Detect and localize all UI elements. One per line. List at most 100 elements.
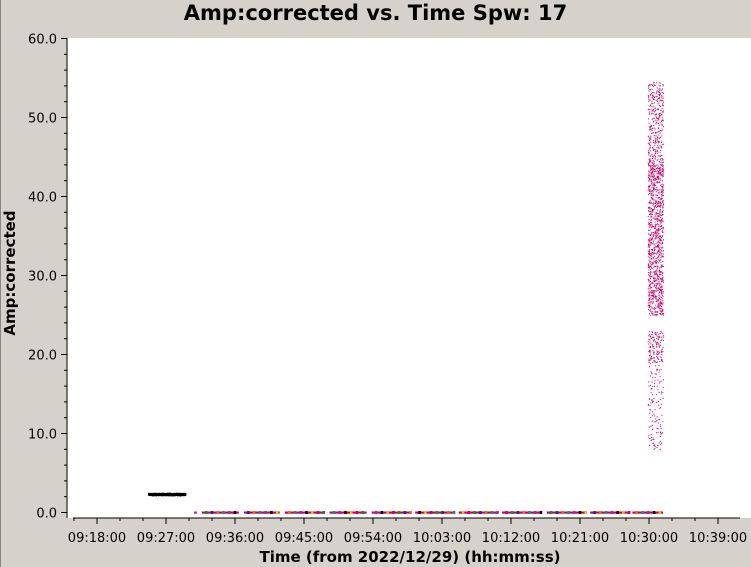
data-point — [660, 308, 662, 310]
data-point — [659, 181, 661, 183]
data-point — [659, 209, 661, 211]
data-point — [654, 273, 656, 275]
data-point — [649, 306, 651, 308]
data-point — [649, 291, 651, 293]
data-point — [659, 206, 661, 208]
data-point — [650, 392, 652, 394]
data-point — [658, 305, 660, 307]
data-point — [650, 254, 652, 256]
data-point — [661, 119, 663, 121]
data-point — [653, 164, 655, 166]
data-point — [653, 247, 655, 249]
data-point — [649, 213, 651, 215]
data-point — [653, 175, 655, 177]
data-point — [660, 223, 662, 225]
data-point — [648, 238, 650, 240]
data-point — [567, 511, 570, 514]
data-point — [657, 165, 659, 167]
data-point — [658, 230, 660, 232]
data-point — [649, 237, 651, 239]
data-point — [657, 304, 659, 306]
data-point — [655, 298, 657, 300]
data-point — [651, 267, 653, 269]
data-point — [652, 210, 654, 212]
data-point — [649, 83, 651, 85]
data-point — [661, 360, 663, 362]
data-point — [650, 301, 652, 303]
x-axis-label: Time (from 2022/12/29) (hh:mm:ss) — [259, 548, 561, 566]
data-point — [650, 160, 652, 162]
data-point — [649, 94, 651, 96]
data-point — [490, 511, 494, 514]
data-point — [660, 257, 662, 259]
data-point — [651, 264, 653, 266]
data-point — [660, 215, 662, 217]
data-point — [656, 314, 658, 316]
data-point — [657, 311, 659, 313]
data-point — [658, 365, 660, 367]
data-point — [647, 246, 649, 248]
data-point — [658, 170, 660, 172]
data-point — [659, 105, 661, 107]
data-point — [305, 511, 308, 514]
data-point — [660, 301, 662, 303]
data-point — [657, 91, 659, 93]
data-point — [654, 332, 656, 334]
data-point — [659, 295, 661, 297]
data-point — [659, 174, 661, 176]
data-point — [657, 357, 659, 359]
data-point — [656, 246, 658, 248]
data-point — [654, 189, 656, 191]
data-point — [655, 194, 657, 196]
data-point — [578, 511, 582, 514]
data-point — [658, 352, 660, 354]
data-point — [654, 380, 656, 382]
data-point — [652, 150, 654, 152]
data-point — [650, 255, 652, 257]
data-point — [653, 179, 655, 181]
data-point — [661, 247, 663, 249]
data-point — [663, 312, 665, 314]
data-point — [652, 377, 654, 379]
data-point — [657, 203, 659, 205]
data-point — [649, 161, 651, 163]
data-point — [649, 178, 651, 180]
data-point — [661, 339, 663, 341]
data-point — [656, 216, 658, 218]
data-point — [648, 305, 650, 307]
data-point — [658, 287, 660, 289]
data-point — [658, 173, 660, 175]
data-point — [652, 262, 654, 264]
data-point — [652, 290, 654, 292]
data-point — [648, 140, 650, 142]
data-point — [652, 103, 654, 105]
data-point — [650, 193, 652, 195]
data-point — [655, 119, 657, 121]
data-point — [650, 433, 652, 435]
data-point — [658, 306, 660, 308]
data-point — [658, 345, 660, 347]
data-point — [652, 344, 654, 346]
data-point — [660, 167, 662, 169]
data-point — [654, 447, 656, 449]
data-point — [649, 277, 651, 279]
data-point-run — [415, 511, 454, 514]
data-point — [654, 111, 656, 113]
data-point — [650, 197, 652, 199]
data-point — [661, 169, 663, 171]
data-point — [657, 265, 659, 267]
data-point — [649, 288, 651, 290]
data-point — [651, 93, 653, 95]
data-point — [655, 114, 657, 116]
data-point — [641, 511, 644, 514]
data-point — [659, 242, 661, 244]
data-point — [653, 85, 655, 87]
data-point — [656, 285, 658, 287]
data-point — [651, 196, 653, 198]
data-point — [654, 137, 656, 139]
data-point — [657, 314, 659, 316]
data-point — [657, 388, 659, 390]
data-point — [647, 266, 649, 268]
